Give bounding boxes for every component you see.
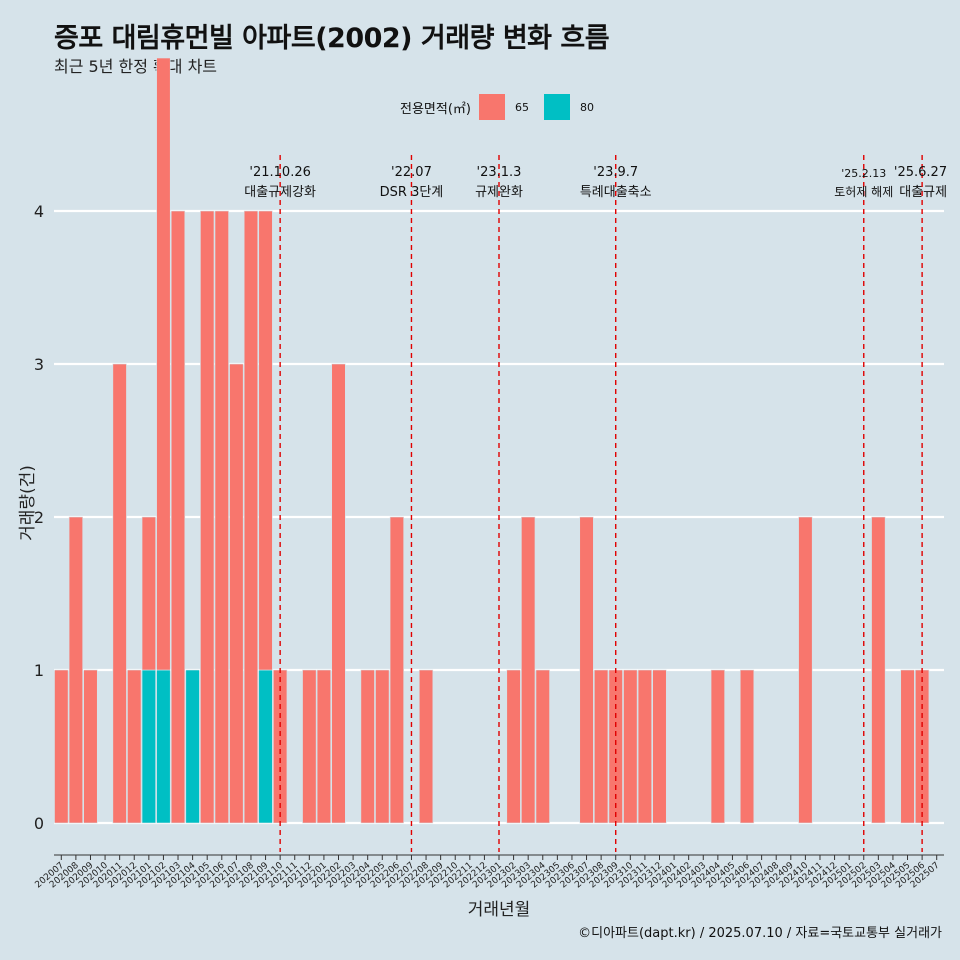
chart-subtitle: 최근 5년 한정 확대 차트: [54, 57, 218, 76]
bar-65-202012: [127, 669, 142, 824]
bar-65-202011: [112, 363, 127, 824]
bar-65-202311: [637, 669, 652, 824]
bar-65-202101: [141, 516, 156, 671]
bar-65-202110: [273, 669, 288, 824]
bar-65-202202: [331, 363, 346, 824]
legend-label-65: 65: [514, 100, 529, 114]
event-label-0: 대출규제강화: [244, 185, 316, 200]
bar-65-202302: [506, 669, 521, 824]
bar-65-202309: [608, 669, 623, 824]
legend-title: 전용면적(㎡): [400, 101, 471, 117]
bar-65-202009: [83, 669, 98, 824]
bar-65-202503: [871, 516, 886, 824]
event-date-3: '23.9.7: [593, 165, 638, 180]
bar-65-202304: [535, 669, 550, 824]
legend: 전용면적(㎡) 65 80: [400, 94, 609, 120]
event-date-4: '25.2.13: [841, 167, 886, 180]
bar-65-202410: [798, 516, 813, 824]
bar-65-202201: [316, 669, 332, 824]
bar-65-202506: [915, 669, 930, 824]
event-date-1: '22.07: [391, 165, 432, 180]
legend-swatch-80: [543, 94, 570, 120]
bar-80-202101: [141, 669, 156, 824]
bar-65-202406: [739, 669, 755, 824]
bar-80-202109: [258, 669, 273, 824]
bar-65-202205: [375, 669, 390, 824]
bar-65-202206: [389, 516, 404, 824]
bar-65-202107: [229, 363, 244, 824]
bar-65-202109: [258, 210, 273, 671]
chart-caption: ©디아파트(dapt.kr) / 2025.07.10 / 자료=국토교통부 실…: [578, 926, 942, 941]
bar-65-202112: [302, 669, 317, 824]
y-tick-label-2: 2: [34, 508, 44, 527]
legend-label-80: 80: [579, 100, 594, 114]
y-axis-title: 거래량(건): [18, 465, 38, 541]
bar-65-202108: [243, 210, 259, 824]
event-label-1: DSR 3단계: [380, 185, 444, 200]
event-date-5: '25.6.27: [894, 165, 947, 180]
bar-65-202106: [214, 210, 229, 824]
bar-65-202008: [68, 516, 83, 824]
bar-65-202102: [156, 57, 171, 671]
bar-65-202208: [418, 669, 434, 824]
event-date-0: '21.10.26: [249, 165, 310, 180]
y-tick-label-4: 4: [34, 202, 44, 221]
x-tick-labels: 2020072020082020092020102020112020122021…: [33, 855, 942, 890]
bar-65-202505: [900, 669, 915, 824]
legend-swatch-65: [478, 94, 505, 120]
event-markers: '21.10.26 대출규제강화 '22.07 DSR 3단계 '23.1.3 규제완화 '…: [244, 155, 947, 852]
y-tick-label-0: 0: [34, 814, 44, 833]
bar-65-202308: [594, 669, 609, 824]
bar-65-202312: [652, 669, 667, 824]
bar-65-202007: [54, 669, 69, 824]
event-label-2: 규제완화: [475, 185, 523, 200]
y-tick-label-1: 1: [34, 661, 44, 680]
chart-title: 증포 대림휴먼빌 아파트(2002) 거래량 변화 흐름: [54, 23, 610, 54]
event-label-3: 특례대출축소: [580, 185, 652, 200]
bar-65-202303: [521, 516, 536, 824]
bars: [54, 57, 930, 824]
bar-65-202105: [200, 210, 215, 824]
bar-65-202310: [623, 669, 638, 824]
bar-80-202104: [185, 669, 200, 824]
bar-80-202102: [156, 669, 171, 824]
bar-65-202204: [360, 669, 375, 824]
bar-65-202307: [579, 516, 594, 824]
bar-65-202404: [710, 669, 725, 824]
y-tick-label-3: 3: [34, 355, 44, 374]
bar-65-202103: [170, 210, 186, 824]
x-axis-title: 거래년월: [468, 900, 531, 920]
event-date-2: '23.1.3: [477, 165, 522, 180]
event-label-4: 토허제 해제: [834, 185, 893, 199]
event-label-5: 대출규제: [899, 185, 947, 200]
